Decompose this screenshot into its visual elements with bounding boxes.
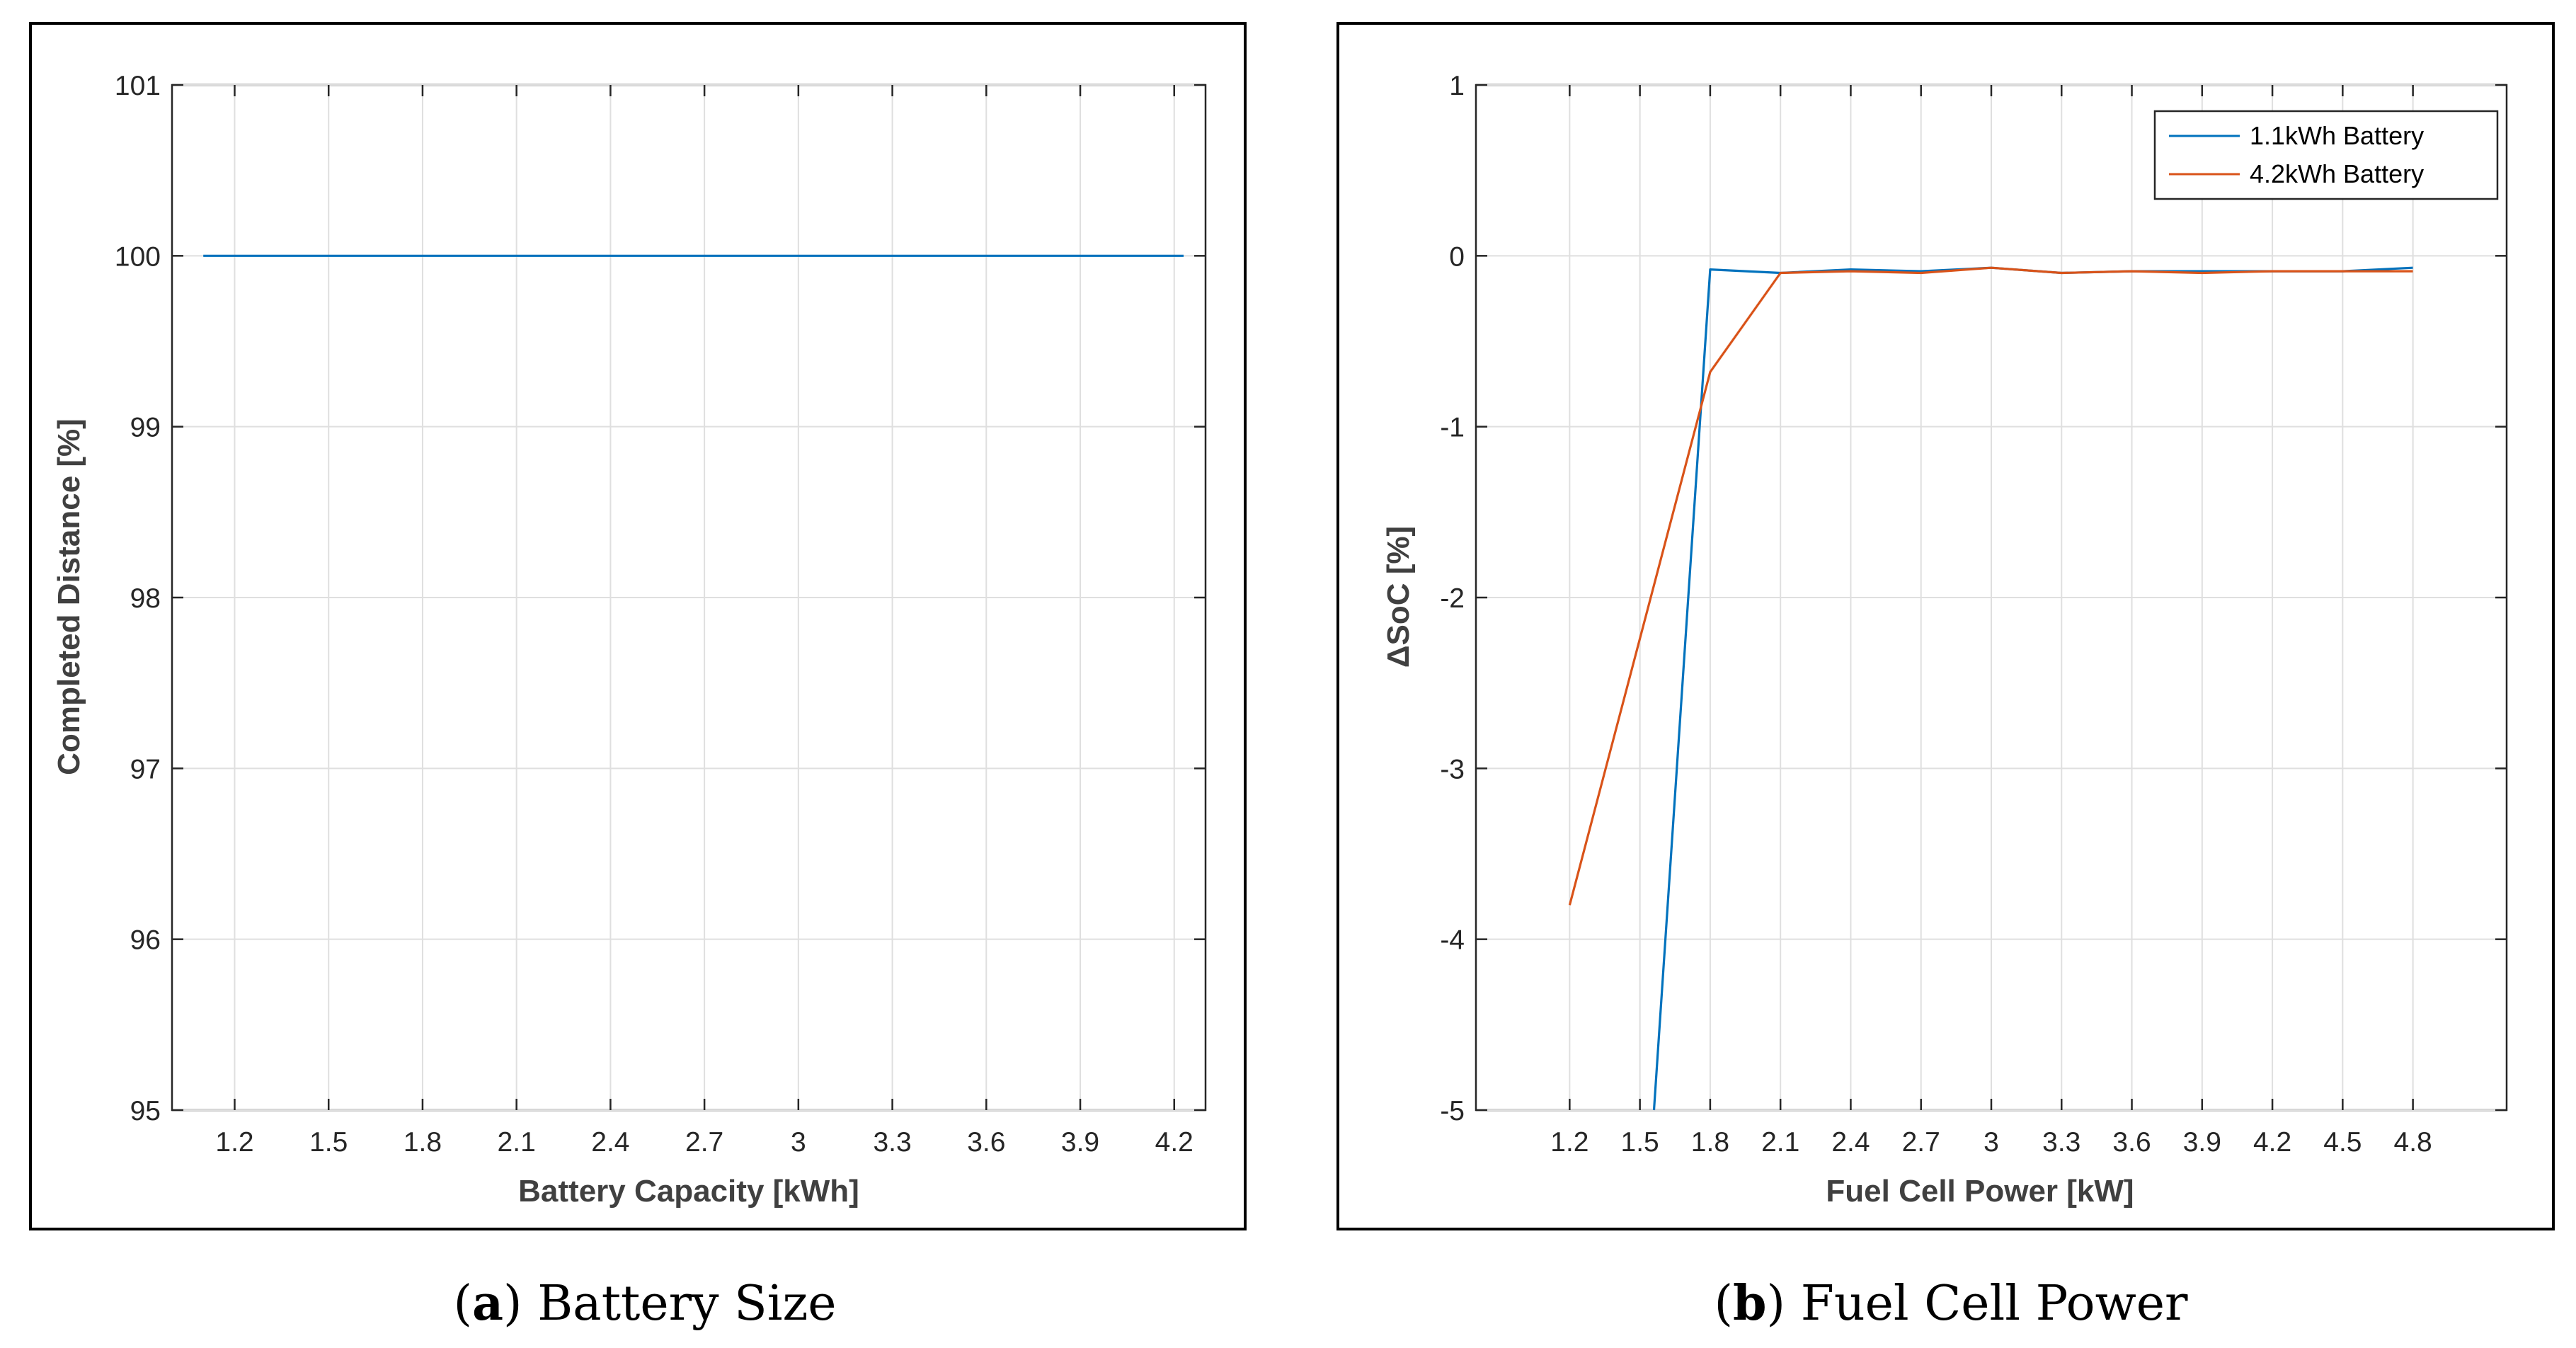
panel-a-ticks xyxy=(172,84,1206,1112)
caption-a: (a) Battery Size xyxy=(453,1275,836,1332)
panel-a-y-tick-label: 99 xyxy=(130,413,161,443)
panel-a-x-tick-label: 2.1 xyxy=(498,1127,536,1158)
panel-b-x-tick-label: 3.9 xyxy=(2183,1127,2221,1158)
panel-b-x-tick-label: 4.5 xyxy=(2323,1127,2362,1158)
panel-a-y-tick-label: 96 xyxy=(130,925,161,956)
panel-a-y-tick-label: 100 xyxy=(115,241,161,272)
panel-b-x-tick-label: 2.1 xyxy=(1761,1127,1799,1158)
panel-b-ticks xyxy=(1476,84,2507,1112)
panel-a-x-tick-label: 3.3 xyxy=(873,1127,911,1158)
caption-b: (b) Fuel Cell Power xyxy=(1714,1275,2188,1332)
panel-a-x-tick-label: 1.8 xyxy=(403,1127,442,1158)
panel-a-x-tick-label: 3.9 xyxy=(1061,1127,1099,1158)
panel-a-x-tick-labels: 1.2 1.5 1.8 2.1 2.4 2.7 3 3.3 3.6 3.9 4.2 xyxy=(215,1127,1193,1158)
panel-b-x-tick-label: 3.3 xyxy=(2042,1127,2080,1158)
panel-b-x-tick-label: 2.7 xyxy=(1902,1127,1940,1158)
caption-b-text: Fuel Cell Power xyxy=(1801,1276,2188,1332)
panel-a-x-tick-label: 3.6 xyxy=(967,1127,1005,1158)
panel-a-y-tick-label: 101 xyxy=(115,71,161,101)
legend-label-1-1kwh: 1.1kWh Battery xyxy=(2250,121,2424,150)
panel-b: 1.2 1.5 1.8 2.1 2.4 2.7 3 3.3 3.6 3.9 4.2 4.5 4.8 -5… xyxy=(1336,22,2555,1230)
legend-box xyxy=(2153,110,2499,200)
panel-b-x-tick-labels: 1.2 1.5 1.8 2.1 2.4 2.7 3 3.3 3.6 3.9 4.2 4.5 4.8 xyxy=(1550,1127,2432,1158)
panel-b-series-line-4-2kwh-battery xyxy=(1568,266,2413,906)
panel-b-y-tick-label: 1 xyxy=(1449,71,1465,101)
panel-a-x-tick-label: 2.7 xyxy=(685,1127,723,1158)
panel-a-x-tick-label: 1.5 xyxy=(309,1127,348,1158)
panel-b-series xyxy=(1568,266,2413,1111)
panel-b-x-tick-label: 1.5 xyxy=(1621,1127,1659,1158)
panel-a-y-tick-labels: 95 96 97 98 99 100 101 xyxy=(115,71,161,1126)
panel-b-y-tick-label: 0 xyxy=(1449,241,1465,272)
panel-b-y-tick-label: -5 xyxy=(1440,1096,1465,1126)
panel-a-x-tick-label: 1.2 xyxy=(215,1127,253,1158)
panel-a-y-tick-label: 97 xyxy=(130,754,161,784)
panel-a-x-tick-label: 4.2 xyxy=(1155,1127,1193,1158)
panel-a-x-axis-label: Battery Capacity [kWh] xyxy=(518,1174,859,1209)
panel-b-x-tick-label: 2.4 xyxy=(1831,1127,1870,1158)
panel-b-y-tick-label: -1 xyxy=(1440,413,1465,443)
panel-a-x-tick-label: 2.4 xyxy=(591,1127,629,1158)
panel-b-x-tick-label: 4.8 xyxy=(2394,1127,2432,1158)
panel-b-y-axis-label: ΔSoC [%] xyxy=(1381,526,1416,668)
panel-b-x-axis-label: Fuel Cell Power [kW] xyxy=(1826,1174,2134,1209)
caption-a-text: Battery Size xyxy=(537,1276,836,1332)
panel-b-legend: 1.1kWh Battery 4.2kWh Battery xyxy=(2153,110,2499,200)
panel-a-y-tick-label: 95 xyxy=(130,1096,161,1126)
caption-b-label: b xyxy=(1733,1275,1767,1332)
panel-a-x-tick-label: 3 xyxy=(791,1127,806,1158)
panel-a: 1.2 1.5 1.8 2.1 2.4 2.7 3 3.3 3.6 3.9 4.2 95 96 97 98… xyxy=(29,22,1247,1230)
caption-a-label: a xyxy=(472,1275,503,1332)
panel-a-y-tick-label: 98 xyxy=(130,583,161,614)
panel-b-y-tick-label: -4 xyxy=(1440,925,1465,956)
panel-b-x-tick-label: 1.8 xyxy=(1691,1127,1729,1158)
legend-label-4-2kwh: 4.2kWh Battery xyxy=(2250,159,2424,188)
panel-b-y-tick-label: -2 xyxy=(1440,583,1465,614)
panel-a-y-axis-label: Completed Distance [%] xyxy=(52,418,86,775)
panel-b-x-tick-label: 1.2 xyxy=(1550,1127,1588,1158)
panel-b-x-tick-label: 3.6 xyxy=(2112,1127,2151,1158)
panel-b-y-tick-label: -3 xyxy=(1440,754,1465,784)
panel-b-y-tick-labels: -5 -4 -3 -2 -1 0 1 xyxy=(1440,71,1465,1126)
panel-b-x-tick-label: 3 xyxy=(1983,1127,1999,1158)
panel-b-x-tick-label: 4.2 xyxy=(2253,1127,2291,1158)
